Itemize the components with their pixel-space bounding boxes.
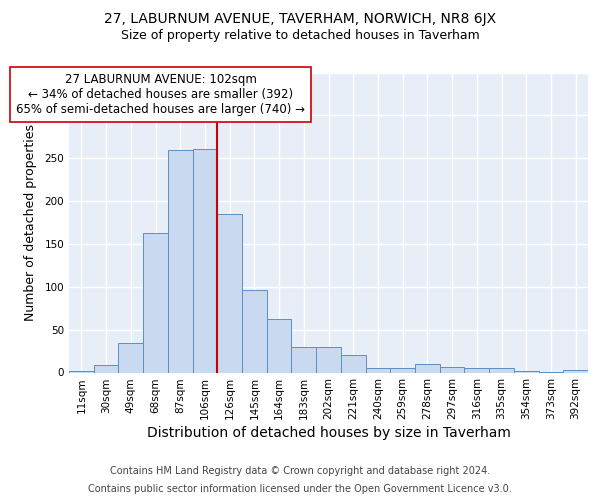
Bar [168, 150, 193, 372]
Bar [390, 368, 415, 372]
Bar [341, 356, 365, 372]
Text: Contains HM Land Registry data © Crown copyright and database right 2024.: Contains HM Land Registry data © Crown c… [110, 466, 490, 476]
Bar [267, 320, 292, 372]
Text: Contains public sector information licensed under the Open Government Licence v3: Contains public sector information licen… [88, 484, 512, 494]
Bar [193, 149, 217, 372]
Bar [242, 290, 267, 372]
Bar [69, 371, 94, 372]
Text: 27 LABURNUM AVENUE: 102sqm
← 34% of detached houses are smaller (392)
65% of sem: 27 LABURNUM AVENUE: 102sqm ← 34% of deta… [16, 74, 305, 116]
Bar [563, 370, 588, 372]
Bar [415, 364, 440, 372]
Bar [464, 368, 489, 372]
Bar [316, 347, 341, 372]
Bar [94, 365, 118, 372]
Bar [365, 368, 390, 372]
Bar [217, 214, 242, 372]
Bar [514, 371, 539, 372]
Text: Size of property relative to detached houses in Taverham: Size of property relative to detached ho… [121, 29, 479, 42]
Bar [489, 368, 514, 372]
Bar [118, 342, 143, 372]
X-axis label: Distribution of detached houses by size in Taverham: Distribution of detached houses by size … [146, 426, 511, 440]
Text: 27, LABURNUM AVENUE, TAVERHAM, NORWICH, NR8 6JX: 27, LABURNUM AVENUE, TAVERHAM, NORWICH, … [104, 12, 496, 26]
Bar [292, 347, 316, 372]
Bar [440, 368, 464, 372]
Bar [143, 233, 168, 372]
Y-axis label: Number of detached properties: Number of detached properties [25, 124, 37, 321]
